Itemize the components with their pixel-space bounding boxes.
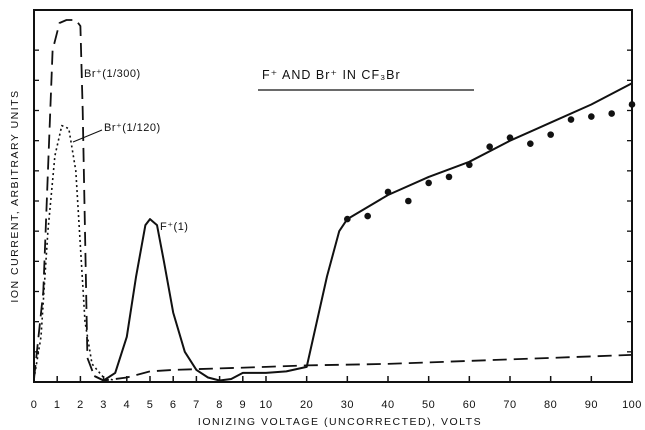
x-tick-label: 8	[216, 399, 223, 411]
x-axis-label: IONIZING VOLTAGE (UNCORRECTED), VOLTS	[198, 416, 482, 428]
data-point	[466, 161, 473, 169]
data-point	[506, 134, 514, 141]
data-point	[608, 110, 615, 117]
data-point	[405, 197, 412, 205]
x-tick-label: 10	[259, 399, 272, 411]
data-point	[384, 188, 392, 196]
data-point	[364, 212, 371, 220]
x-tick-label: 70	[503, 399, 516, 411]
y-ticks	[34, 49, 632, 353]
x-tick-label: 20	[300, 399, 313, 411]
x-tick-label: 50	[422, 399, 435, 411]
data-point	[425, 179, 432, 187]
plot-frame	[33, 9, 633, 383]
data-point	[486, 143, 493, 150]
chart-title: F⁺ AND Br⁺ IN CF₃Br	[262, 68, 401, 82]
data-point	[588, 113, 595, 120]
x-tick-label: 100	[622, 399, 642, 411]
x-tick-label: 4	[123, 399, 130, 411]
x-tick-label: 6	[170, 399, 177, 411]
series-label-f: F⁺(1)	[160, 221, 188, 233]
data-point	[527, 140, 534, 147]
x-tick-label: 60	[463, 399, 476, 411]
data-point	[547, 131, 554, 138]
series-lines	[33, 19, 633, 382]
series-line-1	[33, 124, 116, 382]
data-point	[628, 101, 636, 108]
br-120-pointer	[72, 129, 103, 143]
x-tick-label: 9	[239, 399, 246, 411]
x-tick-label: 30	[341, 399, 354, 411]
x-tick-label: 5	[147, 399, 154, 411]
data-point	[567, 116, 575, 123]
x-tick-label: 1	[54, 399, 61, 411]
x-tick-label: 90	[585, 399, 598, 411]
x-tick-label: 0	[31, 399, 38, 411]
scatter-points	[344, 101, 636, 223]
x-tick-label: 3	[100, 399, 107, 411]
data-point	[344, 215, 351, 223]
x-tick-label: 7	[193, 399, 200, 411]
x-tick-label: 40	[381, 399, 394, 411]
x-tick-label: 80	[544, 399, 557, 411]
x-tick-label: 2	[77, 399, 84, 411]
y-axis-label: ION CURRENT, ARBITRARY UNITS	[9, 89, 21, 302]
series-label-br-300: Br⁺(1/300)	[84, 68, 141, 80]
series-label-br-120: Br⁺(1/120)	[104, 122, 161, 134]
data-point	[445, 173, 453, 181]
series-line-2	[93, 82, 633, 382]
